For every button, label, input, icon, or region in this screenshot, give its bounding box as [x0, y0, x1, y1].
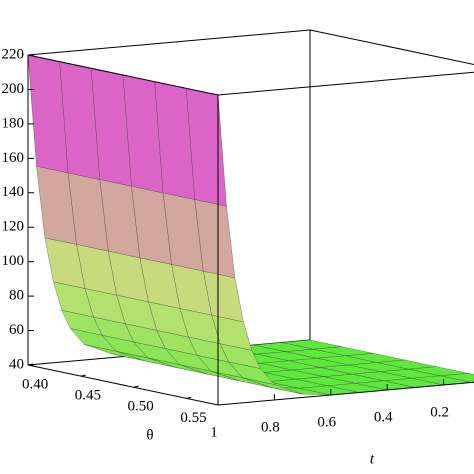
x-tick — [27, 363, 34, 366]
z-tick-label: 60 — [9, 322, 24, 338]
z-tick-label: 40 — [9, 356, 24, 372]
x-tick-label: 0.55 — [180, 410, 206, 426]
y-axis-label: t — [370, 451, 375, 467]
z-tick-label: 220 — [2, 46, 25, 62]
z-tick-label: 180 — [2, 115, 25, 131]
box-edge — [309, 29, 474, 66]
x-tick-label: 0.40 — [22, 376, 48, 392]
y-tick-label: 0.8 — [261, 419, 280, 435]
z-tick-label: 100 — [2, 253, 25, 269]
x-axis-label: θ — [146, 427, 153, 443]
y-axis — [217, 381, 474, 406]
z-tick-label: 80 — [9, 288, 24, 304]
box-edge — [217, 71, 474, 96]
x-tick — [133, 385, 139, 388]
x-axis — [27, 364, 219, 406]
y-tick-label: 1 — [210, 424, 218, 440]
y-tick-label: 0.2 — [430, 404, 449, 420]
z-tick-label: 160 — [2, 150, 25, 166]
z-tick-label: 140 — [2, 184, 25, 200]
x-tick-label: 0.50 — [128, 399, 154, 415]
box-edge — [27, 29, 311, 56]
z-tick-label: 200 — [2, 81, 25, 97]
y-tick-label: 0.6 — [317, 414, 336, 430]
box-edge — [27, 54, 219, 96]
x-tick-label: 0.45 — [75, 388, 101, 404]
y-tick-label: 0.4 — [374, 409, 393, 425]
z-tick-label: 120 — [2, 219, 25, 235]
x-tick — [80, 374, 86, 377]
x-tick — [186, 396, 192, 399]
